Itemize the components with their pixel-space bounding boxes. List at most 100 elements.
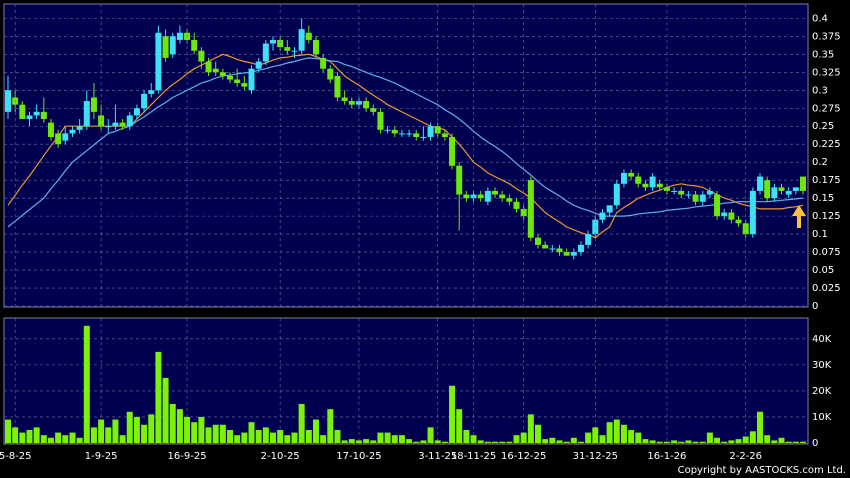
y-tick-label: 0.325 (812, 67, 841, 78)
candle-body (348, 101, 355, 105)
candle-body (155, 32, 162, 91)
volume-bar (126, 411, 133, 443)
y-tick-label: 0.225 (812, 139, 841, 150)
candle-body (205, 61, 212, 73)
candle-body (5, 90, 11, 112)
volume-bar (506, 441, 513, 443)
arrow-icon (792, 205, 806, 228)
candle-body (663, 187, 670, 191)
candle-body (785, 190, 792, 195)
volume-bar (556, 440, 563, 443)
volume-bar (26, 429, 33, 443)
volume-bar (721, 441, 728, 443)
candle-body (55, 133, 62, 145)
candle-body (248, 68, 255, 91)
volume-bar (320, 435, 327, 443)
volume-panel (3, 317, 809, 445)
candle-body (699, 194, 706, 202)
y-tick-label: 0 (812, 438, 818, 449)
volume-bar (298, 403, 305, 443)
candle-body (606, 205, 613, 213)
volume-bar (520, 432, 527, 443)
candle-body (305, 32, 312, 40)
candle-body (749, 190, 756, 235)
volume-bar (155, 351, 162, 443)
candle-body (62, 133, 69, 141)
volume-bar (771, 440, 778, 443)
volume-bar (76, 437, 83, 443)
volume-bar (33, 427, 40, 443)
candle-body (570, 252, 577, 256)
volume-bar (98, 419, 105, 443)
candle-body (685, 194, 692, 196)
candle-body (262, 43, 269, 62)
candle-body (477, 194, 484, 199)
volume-bar (663, 441, 670, 443)
y-tick-label: 0.025 (812, 283, 841, 294)
candle-body (384, 129, 391, 131)
candle-body (69, 129, 76, 134)
volume-bar (305, 429, 312, 443)
y-tick-label: 0.125 (812, 211, 841, 222)
candle-body (620, 172, 627, 184)
volume-bar (785, 441, 792, 443)
volume-bar (585, 432, 592, 443)
candle-body (112, 122, 119, 127)
volume-bar (606, 422, 613, 443)
candle-body (556, 248, 563, 253)
candle-body (427, 126, 434, 138)
volume-bar (90, 427, 97, 443)
candle-body (792, 187, 799, 191)
x-tick-label: 2-10-25 (261, 451, 300, 462)
candle-body (764, 180, 771, 199)
x-tick-label: 16-1-26 (647, 451, 686, 462)
volume-bar (277, 429, 284, 443)
volume-bar (241, 432, 248, 443)
volume-bar (735, 439, 742, 443)
y-tick-label: 0.075 (812, 247, 841, 258)
ma-line (7, 53, 804, 239)
volume-bar (527, 414, 534, 443)
volume-bar (284, 435, 291, 443)
x-tick-label: 2-2-26 (729, 451, 762, 462)
y-tick-label: 0.275 (812, 103, 841, 114)
volume-bar (449, 385, 456, 443)
volume-bar (728, 440, 735, 443)
candle-body (162, 36, 169, 58)
candle-body (671, 190, 678, 192)
volume-bar (549, 437, 556, 443)
candle-body (577, 244, 584, 253)
candle-body (778, 187, 785, 191)
volume-bar (105, 427, 112, 443)
candle-body (298, 29, 305, 51)
candle-body (341, 97, 348, 102)
volume-bar (198, 416, 205, 443)
candle-body (599, 212, 606, 220)
candle-body (234, 79, 241, 84)
y-tick-label: 0.2 (812, 157, 828, 168)
volume-bar (749, 431, 756, 443)
volume-bar (577, 441, 584, 443)
volume-bar (692, 441, 699, 443)
candle-body (463, 194, 470, 199)
volume-bar (355, 440, 362, 443)
candle-body (363, 101, 370, 109)
volume-bar (492, 441, 499, 443)
candle-body (642, 183, 649, 188)
volume-bar (599, 435, 606, 443)
volume-bar (764, 435, 771, 443)
candle-body (320, 57, 327, 69)
volume-bar (706, 432, 713, 443)
volume-bar (341, 440, 348, 443)
candle-body (434, 126, 441, 134)
candle-body (148, 90, 155, 94)
candle-body (535, 237, 541, 245)
volume-bar (671, 440, 678, 443)
volume-bar (69, 432, 76, 443)
volume-bar (463, 429, 470, 443)
y-tick-label: 0.15 (812, 193, 834, 204)
candle-body (370, 108, 377, 112)
volume-bar (363, 439, 370, 443)
candle-body (227, 75, 234, 80)
